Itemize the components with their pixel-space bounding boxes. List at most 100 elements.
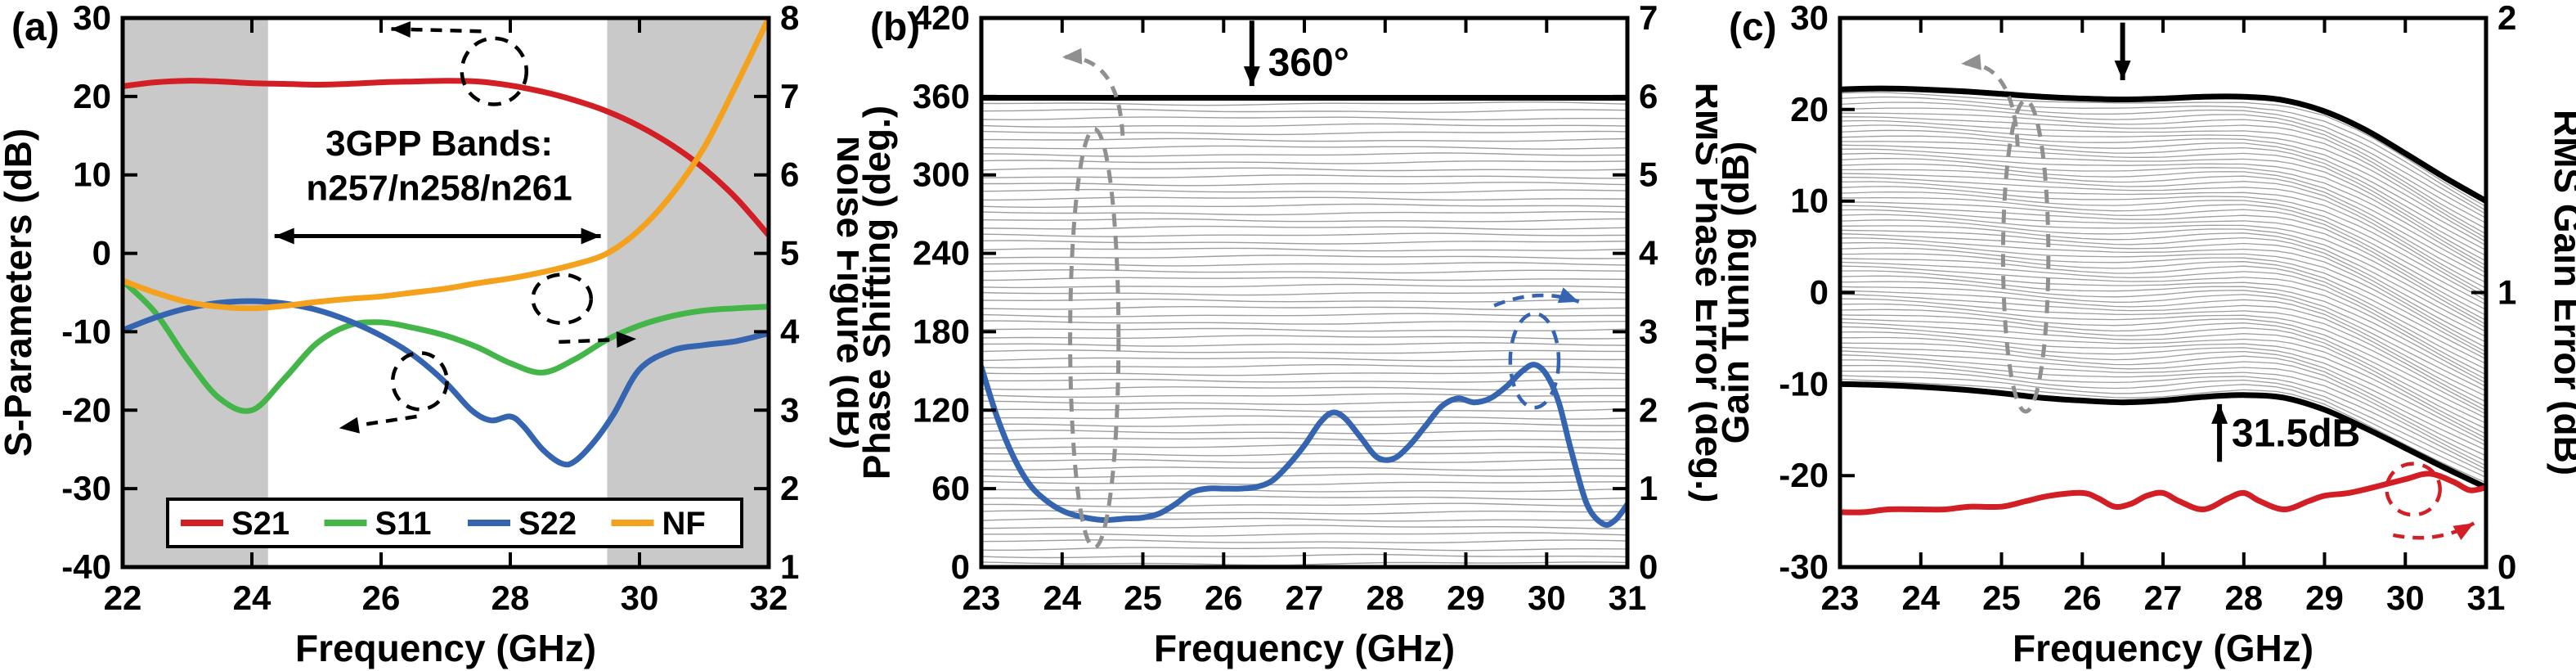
x-tick-label: 28 (491, 579, 530, 617)
panel-label-c: (c) (1729, 6, 1777, 49)
phase-state-line (981, 188, 1627, 194)
gain-state-line (1840, 141, 2486, 251)
panel-label-a: (a) (11, 6, 60, 49)
phase-state-line (981, 400, 1627, 406)
gain-state-line (1840, 119, 2486, 235)
x-tick-label: 24 (1901, 579, 1940, 617)
y-left-tick-label: -10 (61, 312, 111, 350)
gain-state-line (1840, 112, 2486, 224)
phase-state-line (981, 364, 1627, 369)
gain-state-line (1840, 253, 2486, 360)
gain-state-line (1840, 258, 2486, 365)
phase-state-line (981, 357, 1627, 362)
y-left-axis-title: Phase Shifting (deg.) (859, 106, 898, 480)
annotation-text: n257/n258/n261 (306, 168, 572, 208)
y-left-tick-label: 360 (913, 77, 970, 115)
gain-state-line (1840, 350, 2486, 457)
x-tick-label: 22 (104, 579, 142, 617)
gain-state-line (1840, 265, 2486, 376)
phase-state-line (981, 547, 1627, 552)
phase-state-line (981, 123, 1627, 128)
phase-state-line (981, 349, 1627, 354)
y-right-axis-title: RMS Gain Error (dB) (2547, 110, 2576, 475)
gain-state-line (1840, 124, 2486, 239)
panel-c: (c) 23 24 25 26 27 28 29 30 31 -30 -20 -10 0 10 20 30 0 1… (1717, 0, 2576, 671)
gain-state-line (1840, 336, 2486, 443)
x-axis-title: Frequency (GHz) (295, 627, 596, 669)
gain-state-line (1840, 157, 2486, 270)
y-right-tick-label: 6 (780, 155, 799, 194)
phase-state-line (981, 268, 1627, 274)
gain-state-line (1840, 378, 2486, 484)
phase-state-line (981, 480, 1627, 486)
phase-state-line (981, 342, 1627, 347)
gain-state-line (1840, 375, 2486, 478)
gain-state-line (1840, 200, 2486, 310)
gain-state-line (1840, 354, 2486, 462)
phase-state-line (981, 466, 1627, 471)
y-right-tick-label: 1 (1639, 469, 1658, 507)
gain-state-line (1840, 237, 2486, 349)
gain-state-line (1840, 135, 2486, 246)
x-tick-label: 24 (233, 579, 272, 617)
y-right-tick-label: 2 (1639, 390, 1658, 429)
phase-state-line (981, 174, 1627, 179)
phase-state-line (981, 458, 1627, 463)
y-left-tick-label: 300 (913, 155, 970, 194)
phase-state-line (981, 137, 1627, 142)
gain-state-line (1840, 346, 2486, 451)
y-right-tick-label: 7 (780, 77, 799, 115)
gain-state-line (1840, 169, 2486, 278)
y-right-tick-label: 3 (780, 390, 799, 429)
y-left-tick-label: 120 (913, 390, 970, 429)
gain-state-line (1840, 219, 2486, 329)
y-right-tick-label: 0 (2497, 547, 2516, 586)
panel-label-b: (b) (870, 6, 921, 49)
x-axis-title: Frequency (GHz) (2013, 627, 2313, 669)
y-left-axis-title: S-Parameters (dB) (0, 128, 39, 457)
panel-a: (a) 22 24 26 28 30 32 -40 -30 -20 -10 0 10 20 30 1 2 3 4 5… (0, 0, 859, 671)
gain-state-line (1840, 270, 2486, 381)
x-tick-label: 30 (621, 579, 659, 617)
gain-state-line (1840, 173, 2486, 283)
gain-state-line (1840, 275, 2486, 384)
y-left-tick-label: 10 (73, 155, 111, 194)
x-tick-label: 30 (2386, 579, 2425, 617)
y-left-axis-title: Gain Tuning (dB) (1717, 142, 1757, 444)
y-right-tick-label: 5 (1639, 155, 1658, 194)
phase-state-line (981, 408, 1627, 412)
y-left-tick-label: 0 (951, 547, 970, 586)
phase-state-line (981, 488, 1627, 493)
phase-state-line (981, 116, 1627, 121)
phase-state-line (981, 386, 1627, 391)
phase-state-line (981, 452, 1627, 457)
gain-state-line (1840, 326, 2486, 435)
gain-state-line (1840, 322, 2486, 430)
y-left-tick-label: -20 (61, 390, 111, 429)
gain-state-line (1840, 247, 2486, 356)
gain-state-line (1840, 331, 2486, 439)
gain-tuning-chart: 23 24 25 26 27 28 29 30 31 -30 -20 -10 0 10 20 30 0 1 2 Fre… (1717, 0, 2576, 669)
y-right-tick-label: 4 (780, 312, 800, 350)
gain-state-line (1840, 92, 2486, 208)
gain-state-line (1840, 308, 2486, 415)
gain-state-line (1840, 101, 2486, 215)
legend-label-s11: S11 (375, 506, 432, 542)
x-tick-label: 28 (1366, 579, 1404, 617)
gain-state-line (1840, 186, 2486, 298)
gain-state-line (1840, 241, 2486, 353)
shaded-band (123, 18, 268, 567)
series-rms-phase-error (981, 362, 1627, 528)
phase-state-line (981, 196, 1627, 201)
phase-state-line (981, 495, 1627, 500)
annotation-ellipse (460, 36, 529, 106)
y-right-tick-label: 8 (780, 0, 799, 37)
y-left-tick-label: 10 (1790, 182, 1829, 220)
gain-state-line (1840, 233, 2486, 343)
y-right-tick-label: 3 (1639, 312, 1658, 350)
phase-state-line (981, 240, 1627, 245)
phase-state-line (981, 298, 1627, 303)
gain-state-line (1840, 209, 2486, 322)
gain-state-line (1840, 214, 2486, 326)
